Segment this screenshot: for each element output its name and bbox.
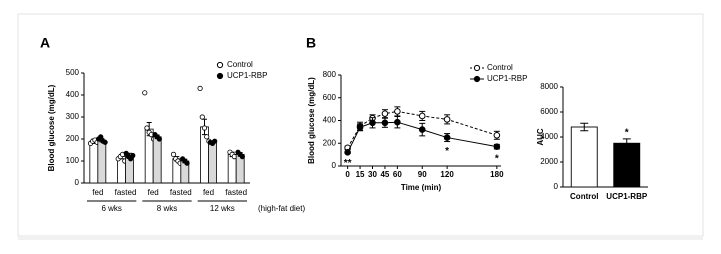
x-tick-label: fed bbox=[148, 188, 159, 197]
data-point bbox=[142, 90, 148, 96]
y-tick-label: 6000 bbox=[540, 107, 558, 116]
data-point bbox=[394, 108, 401, 115]
y-axis-label: AUC bbox=[536, 128, 545, 146]
y-tick-label: 2000 bbox=[540, 157, 558, 166]
data-point bbox=[144, 125, 150, 131]
x-axis-label: Time (min) bbox=[401, 183, 442, 192]
x-tick-label: UCP1-RBP bbox=[606, 192, 648, 201]
data-point bbox=[197, 85, 203, 92]
y-tick-label: 600 bbox=[323, 93, 337, 102]
group-label: 6 wks bbox=[101, 204, 121, 213]
data-point bbox=[212, 138, 218, 144]
annotation: * bbox=[495, 154, 499, 165]
x-note: (high-fat diet) bbox=[258, 204, 305, 213]
x-tick-label: fed bbox=[92, 188, 103, 197]
bar bbox=[152, 136, 162, 184]
y-tick-label: 400 bbox=[323, 116, 337, 125]
annotation: ** bbox=[344, 158, 352, 169]
data-point bbox=[369, 119, 376, 127]
group-label: 12 wks bbox=[210, 204, 235, 213]
data-point bbox=[381, 119, 389, 127]
legend-label: UCP1-RBP bbox=[227, 71, 267, 80]
data-point bbox=[170, 151, 177, 157]
annotation: * bbox=[445, 146, 449, 157]
bar bbox=[89, 140, 99, 184]
data-point bbox=[381, 110, 389, 117]
y-tick-label: 0 bbox=[332, 161, 337, 170]
data-point bbox=[418, 112, 426, 120]
y-tick-label: 0 bbox=[75, 178, 80, 187]
x-tick-label: 45 bbox=[380, 170, 389, 179]
card-shadow bbox=[18, 236, 703, 240]
y-tick-label: 8000 bbox=[540, 82, 558, 91]
y-axis-label: Blood glucose (mg/dL) bbox=[47, 84, 56, 171]
bar bbox=[613, 142, 641, 188]
y-tick-label: 100 bbox=[66, 156, 80, 165]
legend-label: UCP1-RBP bbox=[487, 74, 527, 83]
data-point bbox=[394, 118, 401, 126]
data-point bbox=[156, 136, 162, 142]
data-point bbox=[204, 134, 210, 140]
legend-label: Control bbox=[227, 60, 253, 69]
x-tick-label: 180 bbox=[490, 170, 504, 179]
y-tick-label: 400 bbox=[66, 90, 80, 99]
data-point bbox=[184, 160, 190, 166]
legend-marker bbox=[473, 64, 481, 72]
y-tick-label: 800 bbox=[323, 70, 337, 79]
group-label: 8 wks bbox=[157, 204, 177, 213]
x-tick-label: fed bbox=[203, 188, 214, 197]
legend-marker bbox=[216, 61, 224, 69]
x-tick-label: Control bbox=[570, 192, 598, 201]
data-point bbox=[102, 139, 108, 145]
x-tick-label: fasted bbox=[170, 188, 192, 197]
legend-marker bbox=[216, 72, 224, 80]
x-tick-label: fasted bbox=[225, 188, 247, 197]
x-tick-label: 60 bbox=[393, 170, 402, 179]
y-tick-label: 4000 bbox=[540, 132, 558, 141]
y-tick-label: 0 bbox=[554, 182, 559, 191]
x-tick-label: 30 bbox=[368, 170, 377, 179]
x-tick-label: 90 bbox=[418, 170, 427, 179]
data-point bbox=[199, 114, 205, 120]
data-point bbox=[443, 134, 451, 141]
bar bbox=[97, 139, 107, 184]
data-point bbox=[356, 124, 364, 131]
x-tick-label: fasted bbox=[115, 188, 137, 197]
data-point bbox=[493, 143, 501, 150]
data-point bbox=[344, 149, 351, 156]
data-point bbox=[443, 116, 451, 123]
bar bbox=[208, 141, 217, 184]
data-point bbox=[130, 152, 136, 159]
legend-label: Control bbox=[487, 63, 513, 72]
x-tick-label: 15 bbox=[356, 170, 365, 179]
x-tick-label: 120 bbox=[440, 170, 454, 179]
data-point bbox=[98, 134, 104, 140]
annotation: * bbox=[625, 128, 629, 139]
panel-letter: B bbox=[306, 35, 316, 51]
data-point bbox=[201, 125, 208, 131]
bar bbox=[570, 126, 598, 188]
panel-letter: A bbox=[40, 35, 50, 51]
legend-marker bbox=[473, 75, 481, 83]
y-axis-label: Blood glucose (mg/dL) bbox=[307, 77, 316, 164]
data-point bbox=[418, 126, 426, 133]
y-tick-label: 200 bbox=[323, 138, 337, 147]
data-point bbox=[239, 154, 245, 160]
y-tick-label: 500 bbox=[66, 68, 80, 77]
y-tick-label: 200 bbox=[66, 134, 80, 143]
data-point bbox=[493, 131, 501, 139]
x-tick-label: 0 bbox=[345, 170, 350, 179]
y-tick-label: 300 bbox=[66, 112, 80, 121]
